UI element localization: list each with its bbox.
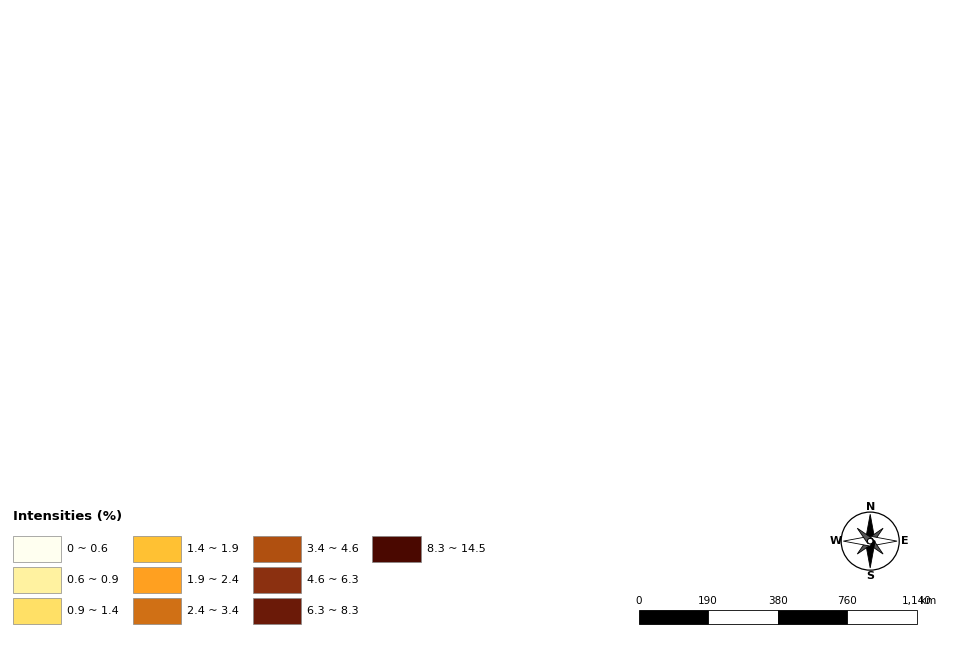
Polygon shape <box>868 539 883 554</box>
Circle shape <box>868 538 873 544</box>
Text: km: km <box>920 596 937 606</box>
Text: 8.3 ~ 14.5: 8.3 ~ 14.5 <box>427 543 486 554</box>
Text: 1,140: 1,140 <box>902 596 931 606</box>
Text: 190: 190 <box>698 596 718 606</box>
Text: 0: 0 <box>636 596 642 606</box>
Text: S: S <box>866 571 875 580</box>
Polygon shape <box>857 528 873 543</box>
Text: 0 ~ 0.6: 0 ~ 0.6 <box>67 543 108 554</box>
Text: 3.4 ~ 4.6: 3.4 ~ 4.6 <box>307 543 359 554</box>
Text: 6.3 ~ 8.3: 6.3 ~ 8.3 <box>307 606 359 616</box>
Text: 1.9 ~ 2.4: 1.9 ~ 2.4 <box>187 575 239 585</box>
Polygon shape <box>865 539 876 568</box>
Text: 380: 380 <box>767 596 788 606</box>
Text: 1.4 ~ 1.9: 1.4 ~ 1.9 <box>187 543 239 554</box>
Text: Intensities (%): Intensities (%) <box>13 510 122 523</box>
Polygon shape <box>868 528 883 543</box>
Polygon shape <box>865 514 876 543</box>
Polygon shape <box>868 536 897 546</box>
Text: 0.9 ~ 1.4: 0.9 ~ 1.4 <box>67 606 119 616</box>
Polygon shape <box>857 539 873 554</box>
Text: 4.6 ~ 6.3: 4.6 ~ 6.3 <box>307 575 359 585</box>
Text: E: E <box>901 536 909 546</box>
Polygon shape <box>843 536 873 546</box>
Text: 760: 760 <box>838 596 857 606</box>
Text: 2.4 ~ 3.4: 2.4 ~ 3.4 <box>187 606 239 616</box>
Text: W: W <box>830 536 841 546</box>
Text: N: N <box>866 502 875 512</box>
Text: 0.6 ~ 0.9: 0.6 ~ 0.9 <box>67 575 119 585</box>
